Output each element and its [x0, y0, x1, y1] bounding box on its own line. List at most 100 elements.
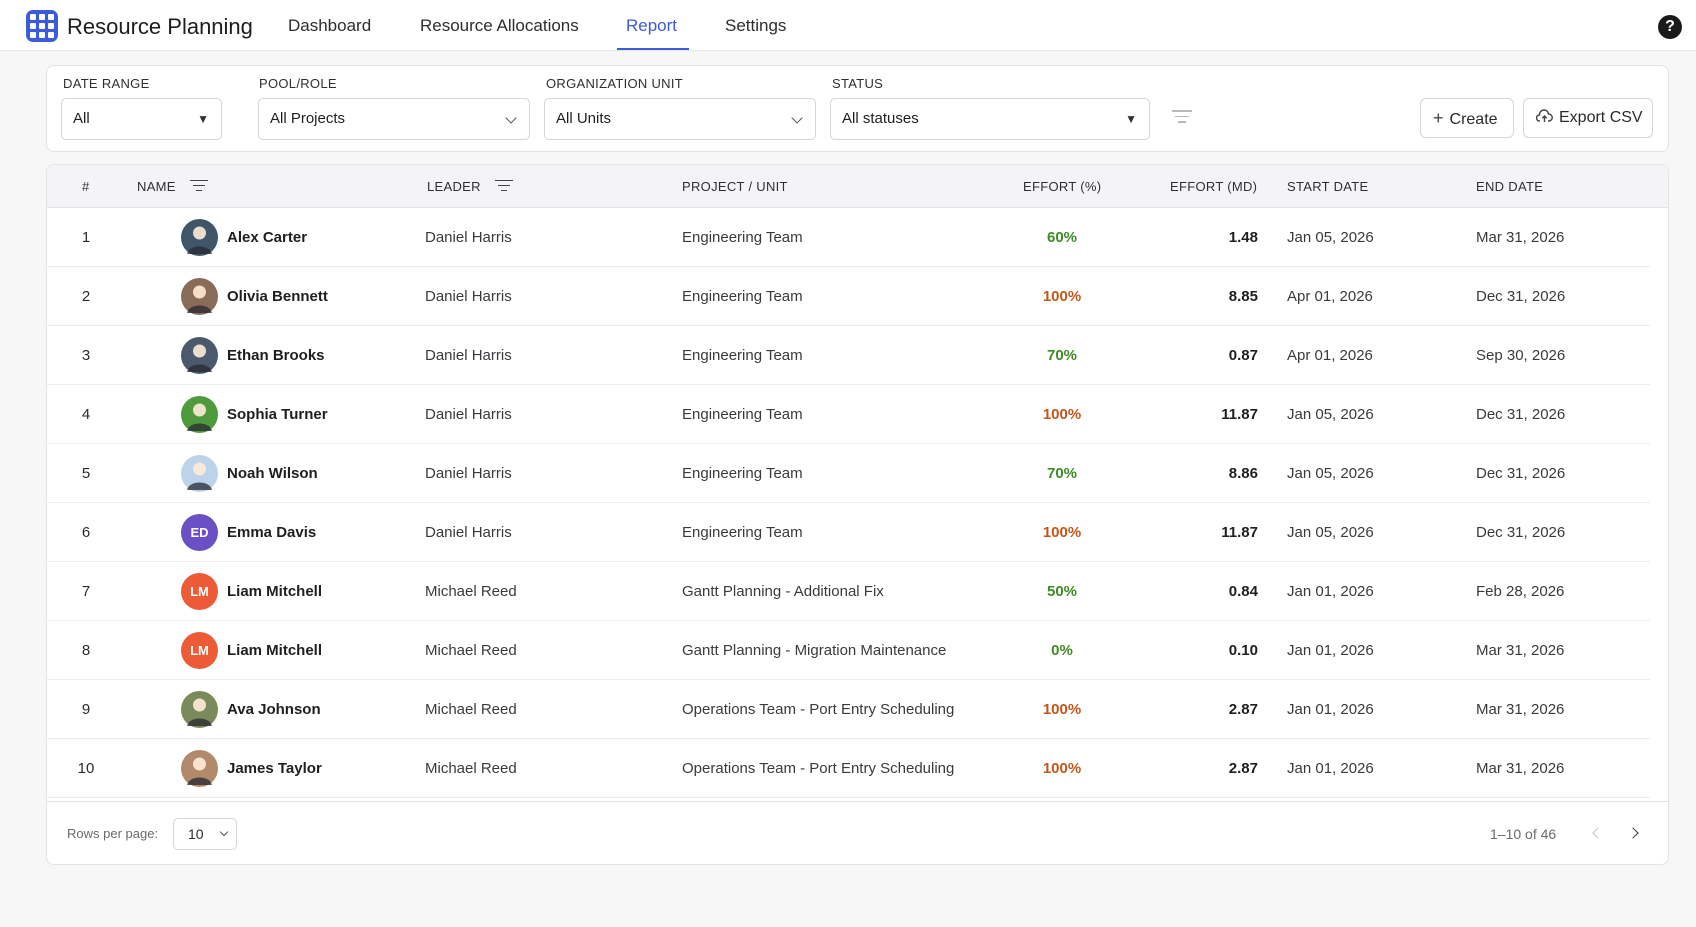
project-unit: Engineering Team [682, 406, 803, 423]
avatar: LM [181, 573, 218, 610]
end-date: Mar 31, 2026 [1476, 642, 1565, 659]
chevron-left-icon[interactable] [1591, 825, 1601, 843]
filter-lines-icon[interactable] [1172, 110, 1192, 126]
effort-md: 2.87 [1228, 760, 1258, 777]
start-date: Jan 01, 2026 [1287, 760, 1374, 777]
project-unit: Engineering Team [682, 524, 803, 541]
table-row[interactable]: 5 Noah Wilson Daniel Harris Engineering Tea… [47, 444, 1650, 503]
person-name[interactable]: LM Liam Mitchell [181, 562, 322, 621]
person-name[interactable]: Olivia Bennett [181, 267, 328, 326]
sort-filter-icon[interactable] [494, 179, 513, 194]
status-select[interactable]: All statuses ▼ [830, 98, 1150, 140]
person-name[interactable]: LM Liam Mitchell [181, 621, 322, 680]
row-index: 7 [81, 583, 91, 600]
create-button[interactable]: + Create [1420, 98, 1514, 138]
rows-per-page-value: 10 [188, 826, 204, 842]
effort-md: 11.87 [1221, 524, 1258, 541]
active-tab-indicator [617, 48, 689, 50]
table-row[interactable]: 6 ED Emma Davis Daniel Harris Engineering Te… [47, 503, 1650, 562]
person-name-label: Liam Mitchell [227, 583, 323, 600]
pool-role-select[interactable]: All Projects [258, 98, 530, 140]
org-unit-value: All Units [556, 110, 612, 127]
person-name-label: Emma Davis [227, 524, 317, 541]
caret-down-icon: ▼ [197, 112, 209, 126]
leader-name: Daniel Harris [425, 229, 512, 246]
chevron-down-icon [219, 827, 229, 837]
effort-percent: 70% [1046, 347, 1078, 364]
end-date: Feb 28, 2026 [1476, 583, 1565, 600]
table-row[interactable]: 1 Alex Carter Daniel Harris Engineering Tea… [47, 208, 1650, 267]
start-date: Apr 01, 2026 [1287, 288, 1373, 305]
tab-settings[interactable]: Settings [725, 16, 787, 35]
end-date: Mar 31, 2026 [1476, 760, 1565, 777]
effort-percent: 100% [1042, 701, 1082, 718]
person-name-label: Noah Wilson [227, 465, 318, 482]
row-index: 10 [77, 760, 95, 777]
leader-name: Daniel Harris [425, 406, 512, 423]
caret-down-icon: ▼ [1125, 112, 1137, 126]
table-row[interactable]: 4 Sophia Turner Daniel Harris Engineering T… [47, 385, 1650, 444]
avatar: LM [181, 632, 218, 669]
start-date: Jan 05, 2026 [1287, 406, 1374, 423]
end-date: Dec 31, 2026 [1476, 406, 1566, 423]
person-name[interactable]: Noah Wilson [181, 444, 318, 503]
person-name[interactable]: Ava Johnson [181, 680, 321, 739]
effort-percent: 100% [1042, 524, 1082, 541]
project-unit: Engineering Team [682, 347, 803, 364]
status-value: All statuses [842, 110, 919, 127]
chevron-right-icon[interactable] [1629, 825, 1639, 843]
leader-name: Daniel Harris [425, 288, 512, 305]
project-unit: Operations Team - Port Entry Scheduling [682, 701, 955, 718]
header-index: # [82, 179, 90, 194]
header-leader-label: LEADER [427, 179, 481, 194]
help-circle-icon[interactable]: ? [1658, 15, 1682, 39]
table-row[interactable]: 10 James Taylor Michael Reed Operations Tea… [47, 739, 1650, 798]
effort-percent: 100% [1042, 288, 1082, 305]
project-unit: Engineering Team [682, 465, 803, 482]
tab-report[interactable]: Report [626, 16, 678, 35]
start-date: Jan 01, 2026 [1287, 583, 1374, 600]
project-unit: Operations Team - Port Entry Scheduling [682, 760, 955, 777]
end-date: Dec 31, 2026 [1476, 288, 1566, 305]
effort-percent: 70% [1046, 465, 1078, 482]
person-name[interactable]: Ethan Brooks [181, 326, 325, 385]
person-name[interactable]: James Taylor [181, 739, 322, 798]
header-name[interactable]: NAME [137, 179, 208, 195]
leader-name: Michael Reed [425, 701, 517, 718]
export-csv-button[interactable]: Export CSV [1523, 98, 1653, 138]
effort-md: 11.87 [1221, 406, 1258, 423]
table-row[interactable]: 7 LM Liam Mitchell Michael Reed Gantt Planni… [47, 562, 1650, 621]
tab-dashboard[interactable]: Dashboard [288, 16, 372, 35]
cloud-upload-icon [1536, 109, 1553, 122]
rows-per-page-select[interactable]: 10 [173, 818, 237, 850]
person-name[interactable]: Sophia Turner [181, 385, 328, 444]
org-unit-label: ORGANIZATION UNIT [546, 76, 684, 91]
avatar-photo [181, 691, 218, 728]
table-row[interactable]: 9 Ava Johnson Michael Reed Operations Team … [47, 680, 1650, 739]
person-name[interactable]: Alex Carter [181, 208, 307, 267]
end-date: Sep 30, 2026 [1476, 347, 1566, 364]
row-index: 6 [81, 524, 91, 541]
avatar-photo [181, 396, 218, 433]
row-index: 1 [81, 229, 91, 246]
person-name-label: Liam Mitchell [227, 642, 323, 659]
date-range-select[interactable]: All ▼ [61, 98, 222, 140]
table-row[interactable]: 2 Olivia Bennett Daniel Harris Engineering … [47, 267, 1650, 326]
leader-name: Daniel Harris [425, 465, 512, 482]
start-date: Jan 01, 2026 [1287, 701, 1374, 718]
table-row[interactable]: 3 Ethan Brooks Daniel Harris Engineering Te… [47, 326, 1650, 385]
person-name[interactable]: ED Emma Davis [181, 503, 316, 562]
chevron-down-icon [791, 112, 803, 124]
table-row[interactable]: 8 LM Liam Mitchell Michael Reed Gantt Planni… [47, 621, 1650, 680]
effort-percent: 50% [1046, 583, 1078, 600]
row-index: 8 [81, 642, 91, 659]
sort-filter-icon[interactable] [189, 179, 208, 194]
rows-per-page-label: Rows per page: [67, 826, 159, 841]
org-unit-select[interactable]: All Units [544, 98, 816, 140]
start-date: Jan 05, 2026 [1287, 229, 1374, 246]
person-name-label: Olivia Bennett [227, 288, 328, 305]
avatar-photo [181, 278, 218, 315]
app-grid-logo-icon [26, 10, 58, 42]
header-leader[interactable]: LEADER [427, 179, 513, 195]
tab-resource-allocations[interactable]: Resource Allocations [420, 16, 579, 35]
